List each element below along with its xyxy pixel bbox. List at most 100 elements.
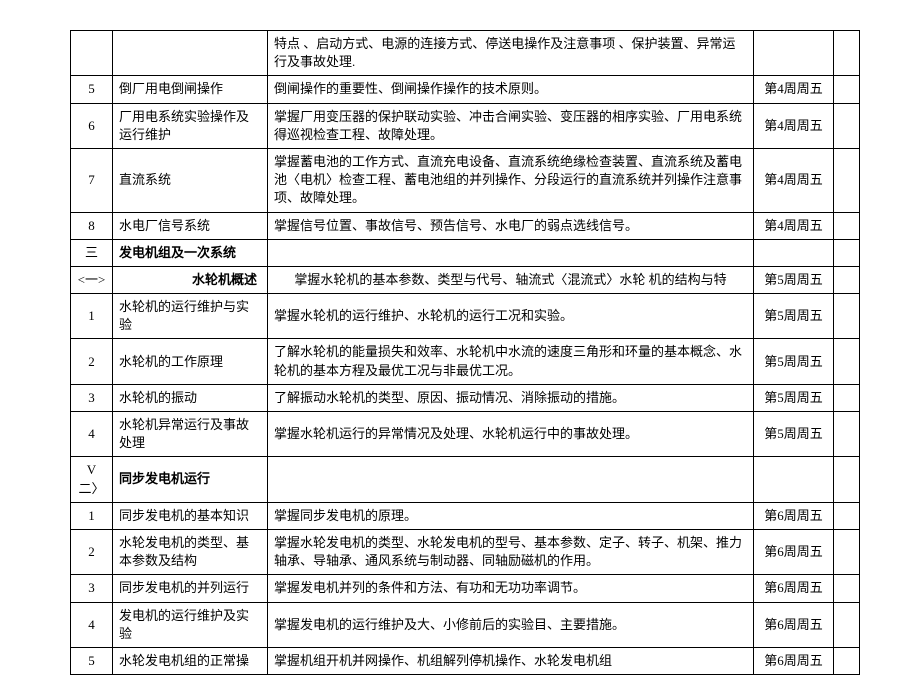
table-row: 1同步发电机的基本知识掌握同步发电机的原理。第6周周五: [71, 502, 860, 529]
cell-last: [834, 294, 860, 339]
table-row: 2水轮发电机的类型、基本参数及结构掌握水轮发电机的类型、水轮发电机的型号、基本参…: [71, 529, 860, 574]
cell-num: 2: [71, 529, 113, 574]
cell-topic: 同步发电机运行: [113, 457, 268, 502]
table-row: V 二〉同步发电机运行: [71, 457, 860, 502]
cell-desc: 掌握机组开机并网操作、机组解列停机操作、水轮发电机组: [268, 647, 754, 674]
cell-num: 7: [71, 148, 113, 212]
table-row: 1水轮机的运行维护与实验掌握水轮机的运行维护、水轮机的运行工况和实验。第5周周五: [71, 294, 860, 339]
cell-topic: 发电机组及一次系统: [113, 239, 268, 266]
table-row: 5水轮发电机组的正常操掌握机组开机并网操作、机组解列停机操作、水轮发电机组第6周…: [71, 647, 860, 674]
cell-topic: 水轮发电机的类型、基本参数及结构: [113, 529, 268, 574]
cell-desc: 掌握水轮机的运行维护、水轮机的运行工况和实验。: [268, 294, 754, 339]
cell-topic: 水轮机的振动: [113, 384, 268, 411]
cell-num: 4: [71, 412, 113, 457]
cell-last: [834, 457, 860, 502]
cell-last: [834, 384, 860, 411]
table-row: 5倒厂用电倒闸操作倒闸操作的重要性、倒闸操作操作的技术原则。第4周周五: [71, 76, 860, 103]
table-row: 2水轮机的工作原理了解水轮机的能量损失和效率、水轮机中水流的速度三角形和环量的基…: [71, 339, 860, 384]
cell-topic: 同步发电机的基本知识: [113, 502, 268, 529]
cell-desc: [268, 457, 754, 502]
cell-num: 4: [71, 602, 113, 647]
cell-last: [834, 148, 860, 212]
cell-desc: 掌握水轮发电机的类型、水轮发电机的型号、基本参数、定子、转子、机架、推力轴承、导…: [268, 529, 754, 574]
cell-desc: 了解振动水轮机的类型、原因、振动情况、消除振动的措施。: [268, 384, 754, 411]
cell-num: 3: [71, 575, 113, 602]
cell-topic: 水轮机的运行维护与实验: [113, 294, 268, 339]
cell-desc: 掌握蓄电池的工作方式、直流充电设备、直流系统绝缘检查装置、直流系统及蓄电池〈电机…: [268, 148, 754, 212]
cell-topic: 厂用电系统实验操作及运行维护: [113, 103, 268, 148]
cell-week: 第4周周五: [754, 76, 834, 103]
cell-week: 第5周周五: [754, 294, 834, 339]
cell-num: 6: [71, 103, 113, 148]
cell-desc: 掌握发电机的运行维护及大、小修前后的实验目、主要措施。: [268, 602, 754, 647]
cell-desc: 掌握水轮机运行的异常情况及处理、水轮机运行中的事故处理。: [268, 412, 754, 457]
cell-week: 第6周周五: [754, 502, 834, 529]
cell-last: [834, 602, 860, 647]
cell-last: [834, 239, 860, 266]
cell-week: [754, 239, 834, 266]
cell-desc: 掌握水轮机的基本参数、类型与代号、轴流式〈混流式〉水轮 机的结构与特: [268, 266, 754, 293]
cell-num: <一>: [71, 266, 113, 293]
table-row: 4发电机的运行维护及实验掌握发电机的运行维护及大、小修前后的实验目、主要措施。第…: [71, 602, 860, 647]
cell-desc: 掌握厂用变压器的保护联动实验、冲击合闸实验、变压器的相序实验、厂用电系统得巡视检…: [268, 103, 754, 148]
table-row: 8水电厂信号系统掌握信号位置、事故信号、预告信号、水电厂的弱点选线信号。第4周周…: [71, 212, 860, 239]
table-row: 3水轮机的振动了解振动水轮机的类型、原因、振动情况、消除振动的措施。第5周周五: [71, 384, 860, 411]
cell-topic: 水轮发电机组的正常操: [113, 647, 268, 674]
cell-num: 2: [71, 339, 113, 384]
cell-last: [834, 76, 860, 103]
cell-num: V 二〉: [71, 457, 113, 502]
cell-desc: 特点 、启动方式、电源的连接方式、停送电操作及注意事项 、保护装置、异常运行及事…: [268, 31, 754, 76]
table-row: 7直流系统掌握蓄电池的工作方式、直流充电设备、直流系统绝缘检查装置、直流系统及蓄…: [71, 148, 860, 212]
table-row: 6厂用电系统实验操作及运行维护掌握厂用变压器的保护联动实验、冲击合闸实验、变压器…: [71, 103, 860, 148]
cell-week: 第6周周五: [754, 529, 834, 574]
table-row: 三发电机组及一次系统: [71, 239, 860, 266]
cell-last: [834, 339, 860, 384]
cell-last: [834, 103, 860, 148]
cell-week: 第6周周五: [754, 647, 834, 674]
cell-topic: 倒厂用电倒闸操作: [113, 76, 268, 103]
cell-last: [834, 212, 860, 239]
cell-week: 第5周周五: [754, 412, 834, 457]
cell-desc: 掌握发电机并列的条件和方法、有功和无功功率调节。: [268, 575, 754, 602]
cell-last: [834, 502, 860, 529]
cell-topic: 发电机的运行维护及实验: [113, 602, 268, 647]
cell-topic: 水电厂信号系统: [113, 212, 268, 239]
cell-num: 1: [71, 294, 113, 339]
cell-last: [834, 647, 860, 674]
cell-week: 第5周周五: [754, 384, 834, 411]
cell-last: [834, 412, 860, 457]
cell-topic: 同步发电机的并列运行: [113, 575, 268, 602]
cell-week: [754, 31, 834, 76]
cell-topic: [113, 31, 268, 76]
table-row: <一>水轮机概述掌握水轮机的基本参数、类型与代号、轴流式〈混流式〉水轮 机的结构…: [71, 266, 860, 293]
table-row: 特点 、启动方式、电源的连接方式、停送电操作及注意事项 、保护装置、异常运行及事…: [71, 31, 860, 76]
cell-week: 第6周周五: [754, 602, 834, 647]
cell-last: [834, 266, 860, 293]
cell-topic: 直流系统: [113, 148, 268, 212]
cell-week: [754, 457, 834, 502]
cell-num: 1: [71, 502, 113, 529]
cell-topic: 水轮机异常运行及事故处理: [113, 412, 268, 457]
cell-topic: 水轮机概述: [113, 266, 268, 293]
cell-desc: 掌握信号位置、事故信号、预告信号、水电厂的弱点选线信号。: [268, 212, 754, 239]
cell-desc: 掌握同步发电机的原理。: [268, 502, 754, 529]
cell-desc: 倒闸操作的重要性、倒闸操作操作的技术原则。: [268, 76, 754, 103]
cell-week: 第4周周五: [754, 148, 834, 212]
cell-num: 5: [71, 76, 113, 103]
cell-last: [834, 529, 860, 574]
table-row: 3同步发电机的并列运行掌握发电机并列的条件和方法、有功和无功功率调节。第6周周五: [71, 575, 860, 602]
cell-num: 5: [71, 647, 113, 674]
cell-num: 8: [71, 212, 113, 239]
cell-desc: 了解水轮机的能量损失和效率、水轮机中水流的速度三角形和环量的基本概念、水轮机的基…: [268, 339, 754, 384]
cell-num: 三: [71, 239, 113, 266]
cell-last: [834, 31, 860, 76]
table-row: 4水轮机异常运行及事故处理掌握水轮机运行的异常情况及处理、水轮机运行中的事故处理…: [71, 412, 860, 457]
cell-week: 第4周周五: [754, 103, 834, 148]
cell-desc: [268, 239, 754, 266]
course-table: 特点 、启动方式、电源的连接方式、停送电操作及注意事项 、保护装置、异常运行及事…: [70, 30, 860, 675]
cell-last: [834, 575, 860, 602]
cell-week: 第6周周五: [754, 575, 834, 602]
cell-num: [71, 31, 113, 76]
cell-num: 3: [71, 384, 113, 411]
cell-week: 第5周周五: [754, 266, 834, 293]
